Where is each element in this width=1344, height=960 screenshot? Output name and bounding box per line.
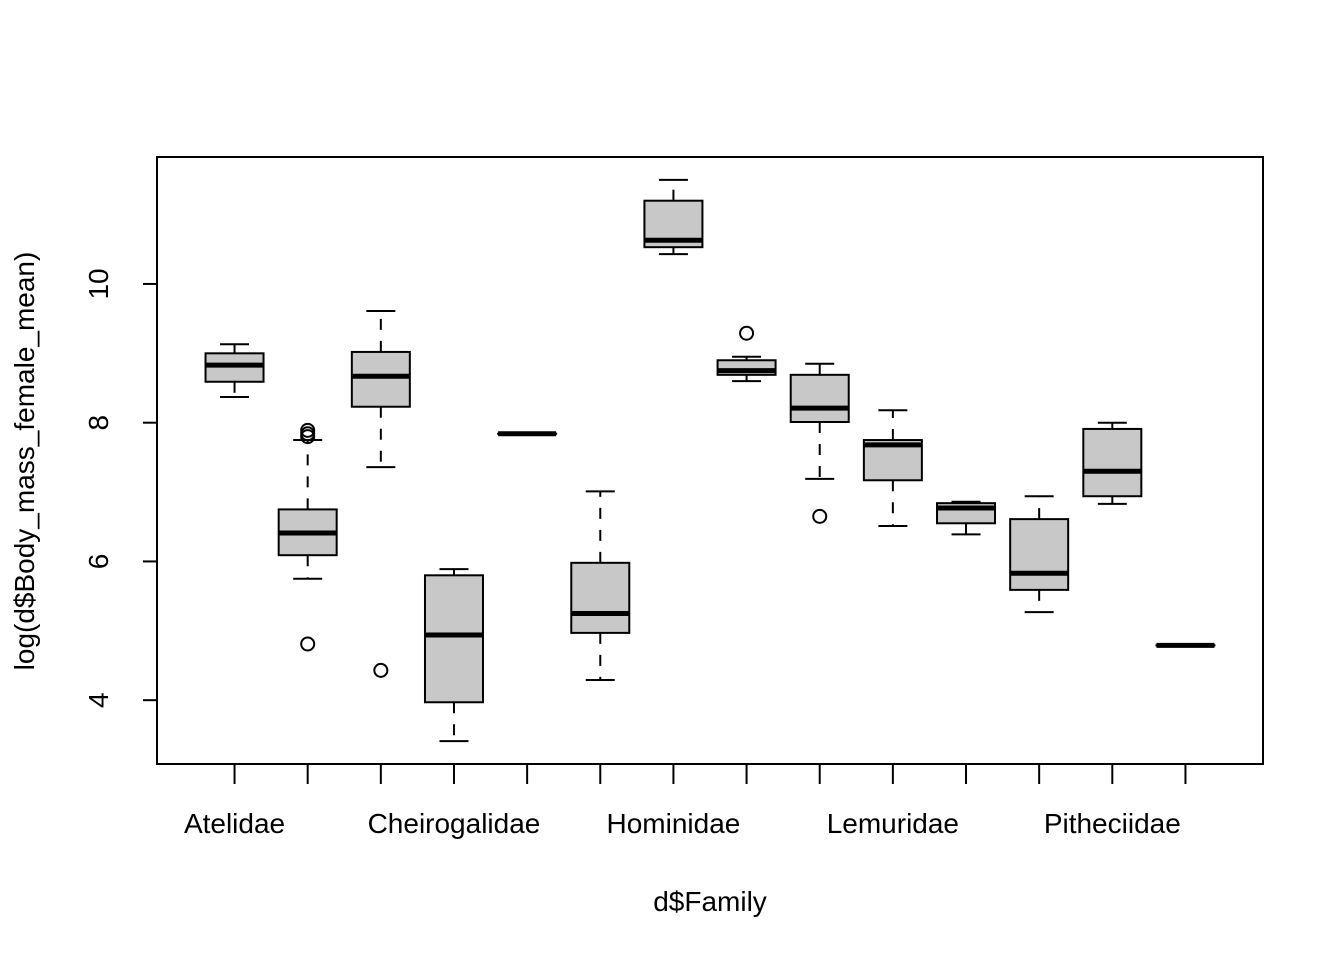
plot-frame <box>156 156 1264 765</box>
x-axis: Atelidae Cheirogalidae Hominidae Lemuridae P… <box>184 764 1187 839</box>
box-group <box>643 178 704 256</box>
box-iqr <box>1009 518 1070 591</box>
y-axis: 4 6 8 10 <box>83 268 157 708</box>
box-group <box>936 500 997 536</box>
y-tick-label: 10 <box>83 268 114 299</box>
box-group <box>423 568 484 743</box>
boxes-layer <box>204 178 1216 743</box>
x-tick-label: Hominidae <box>606 808 740 839</box>
x-tick-label: Lemuridae <box>827 808 959 839</box>
outlier-point <box>300 636 316 652</box>
box-group <box>789 362 850 524</box>
x-tick-label: Atelidae <box>184 808 285 839</box>
outlier-point <box>373 662 389 678</box>
y-tick-label: 4 <box>83 692 114 708</box>
box-group <box>716 325 777 383</box>
outlier-point <box>812 508 828 524</box>
x-tick-label: Pitheciidae <box>1044 808 1181 839</box>
box-iqr <box>789 373 850 423</box>
box-iqr <box>423 574 484 704</box>
box-group <box>277 422 338 652</box>
box-group <box>570 490 631 682</box>
y-tick-label: 6 <box>83 554 114 570</box>
box-group <box>204 343 265 399</box>
y-axis-title: log(d$Body_mass_female_mean) <box>9 252 40 671</box>
box-iqr <box>1082 427 1143 498</box>
box-iqr <box>350 350 411 408</box>
box-group <box>1082 421 1143 505</box>
outlier-point <box>300 429 316 445</box>
box-group <box>350 310 411 678</box>
outlier-point <box>739 325 755 341</box>
box-group <box>1009 495 1070 614</box>
box-iqr <box>570 561 631 634</box>
x-axis-title: d$Family <box>653 886 767 917</box>
box-group <box>862 409 923 528</box>
x-tick-label: Cheirogalidae <box>368 808 541 839</box>
y-tick-label: 8 <box>83 415 114 431</box>
